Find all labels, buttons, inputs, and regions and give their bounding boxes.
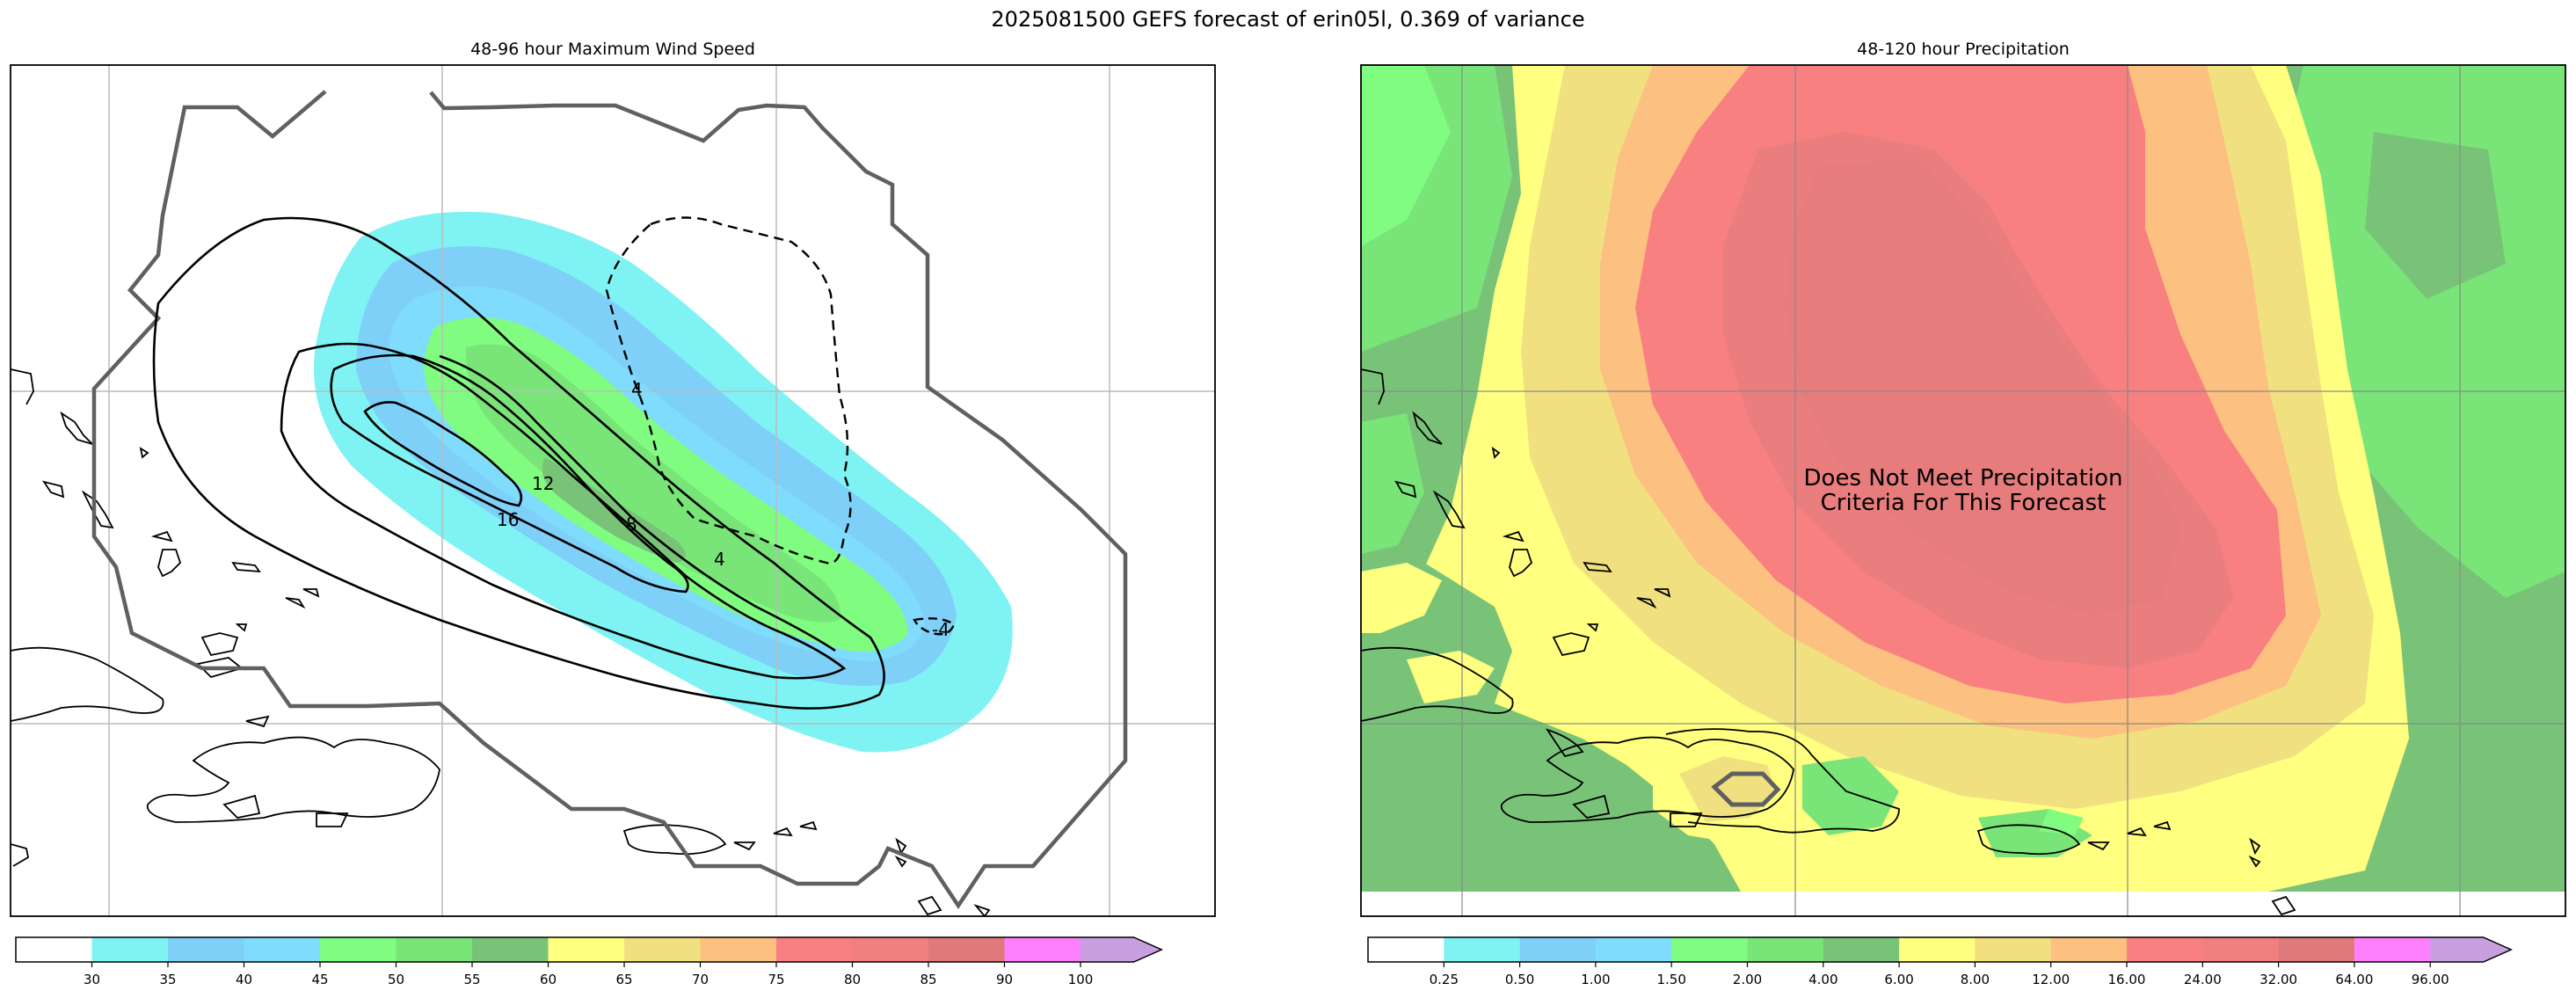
precip-panel-title: 48-120 hour Precipitation bbox=[1857, 40, 2070, 59]
wind-colorbar-tick-label: 45 bbox=[311, 972, 328, 987]
contour-label: 12 bbox=[532, 473, 554, 494]
precip-colorbar-swatch bbox=[2354, 937, 2431, 962]
precip-colorbar-swatch bbox=[2050, 937, 2128, 962]
precip-colorbar-tick-label: 96.00 bbox=[2412, 972, 2449, 987]
precip-colorbar-swatch bbox=[2202, 937, 2280, 962]
wind-fill-50-55 bbox=[465, 344, 840, 623]
precip-colorbar-tick-label: 6.00 bbox=[1884, 972, 1913, 987]
wind-colorbar-tick-label: 60 bbox=[540, 972, 557, 987]
precip-colorbar-tick-label: 4.00 bbox=[1808, 972, 1837, 987]
wind-colorbar-swatch bbox=[852, 937, 929, 962]
precip-colorbar-tick-label: 16.00 bbox=[2108, 972, 2146, 987]
precip-map-frame bbox=[1360, 64, 2566, 917]
precip-colorbar: 0.25 0.50 1.00 1.50 2.00 4.00 6.00 8.00 12.00 16.… bbox=[1367, 936, 2514, 987]
wind-colorbar-swatch bbox=[396, 937, 473, 962]
wind-colorbar-swatch bbox=[548, 937, 625, 962]
precip-colorbar-swatch bbox=[1975, 937, 2052, 962]
precip-colorbar-swatch bbox=[1368, 937, 1444, 962]
wind-colorbar-tick-label: 70 bbox=[692, 972, 709, 987]
precip-colorbar-tick-label: 8.00 bbox=[1961, 972, 1990, 987]
wind-colorbar-tick-label: 85 bbox=[920, 972, 936, 987]
wind-colorbar-tick-label: 65 bbox=[615, 972, 632, 987]
precip-colorbar-tick-label: 32.00 bbox=[2259, 972, 2297, 987]
wind-fill-55-60 bbox=[542, 457, 686, 563]
precip-colorbar-tick-label: 0.25 bbox=[1430, 972, 1459, 987]
precip-colorbar-swatch bbox=[1444, 937, 1521, 962]
precip-note-line2: Criteria For This Forecast bbox=[1821, 490, 2107, 516]
precip-fill-24-32 bbox=[1723, 132, 2233, 668]
precip-coastlines bbox=[1361, 368, 2296, 916]
wind-colorbar-tick-label: 30 bbox=[84, 972, 100, 987]
precip-hexagon bbox=[1711, 771, 1781, 807]
wind-colorbar-tick-label: 35 bbox=[159, 972, 176, 987]
wind-colorbar-swatch bbox=[91, 937, 169, 962]
wind-colorbar-swatch bbox=[16, 937, 92, 962]
precip-map-panel: Does Not Meet Precipitation Criteria For… bbox=[1361, 65, 2565, 916]
contour-label: 4 bbox=[714, 549, 725, 570]
precip-colorbar-outline bbox=[1367, 936, 2514, 963]
precip-colorbar-tick-label: 0.50 bbox=[1505, 972, 1534, 987]
wind-colorbar-swatch bbox=[320, 937, 397, 962]
wind-panel-title: 48-96 hour Maximum Wind Speed bbox=[470, 40, 755, 59]
wind-colorbar-swatch bbox=[1081, 937, 1162, 962]
precip-colorbar-tick-label: 1.00 bbox=[1581, 972, 1610, 987]
precip-grid bbox=[1361, 65, 2565, 916]
wind-dashed-contour bbox=[605, 216, 852, 565]
wind-colorbar-tick-label: 40 bbox=[236, 972, 252, 987]
contour-label: 16 bbox=[497, 509, 519, 530]
wind-grid bbox=[11, 65, 1215, 916]
contour-label: -4 bbox=[932, 619, 950, 640]
wind-colorbar-swatch bbox=[168, 937, 244, 962]
precip-colorbar-swatch bbox=[1823, 937, 1900, 962]
precip-colorbar-swatch bbox=[2278, 937, 2355, 962]
wind-contours bbox=[152, 216, 885, 710]
wind-colorbar: 30 35 40 45 50 55 60 65 70 75 80 85 90 100 bbox=[15, 936, 1164, 987]
wind-colorbar-swatch bbox=[244, 937, 321, 962]
wind-colorbar-swatch bbox=[776, 937, 853, 962]
contour-label: 4 bbox=[631, 379, 643, 400]
precip-colorbar-swatch bbox=[1747, 937, 1824, 962]
wind-colorbar-swatch bbox=[624, 937, 701, 962]
precip-colorbar-tick-label: 24.00 bbox=[2184, 972, 2222, 987]
wind-colorbar-swatch bbox=[472, 937, 549, 962]
wind-colorbar-tick-label: 100 bbox=[1068, 972, 1094, 987]
precip-colorbar-tick-label: 2.00 bbox=[1733, 972, 1762, 987]
wind-colorbar-outline bbox=[15, 936, 1164, 963]
figure-title: 2025081500 GEFS forecast of erin05l, 0.3… bbox=[991, 7, 1585, 32]
wind-colorbar-swatch bbox=[1004, 937, 1081, 962]
wind-map-panel: 16 12 8 4 4 -4 bbox=[11, 65, 1215, 916]
wind-colorbar-tick-label: 55 bbox=[463, 972, 480, 987]
wind-colorbar-tick-label: 90 bbox=[996, 972, 1013, 987]
precip-colorbar-swatch bbox=[1671, 937, 1748, 962]
precip-colorbar-swatch bbox=[2430, 937, 2512, 962]
wind-colorbar-swatch bbox=[928, 937, 1005, 962]
wind-colorbar-swatch bbox=[700, 937, 777, 962]
precip-colorbar-swatch bbox=[1519, 937, 1597, 962]
precip-colorbar-tick-label: 12.00 bbox=[2032, 972, 2070, 987]
wind-map-frame bbox=[10, 64, 1216, 917]
precip-colorbar-tick-label: 64.00 bbox=[2335, 972, 2373, 987]
wind-colorbar-tick-label: 80 bbox=[844, 972, 861, 987]
precip-colorbar-swatch bbox=[1899, 937, 1976, 962]
contour-label: 8 bbox=[626, 514, 637, 535]
wind-colorbar-tick-label: 75 bbox=[768, 972, 784, 987]
precip-note-line1: Does Not Meet Precipitation bbox=[1804, 465, 2123, 492]
wind-colorbar-tick-label: 50 bbox=[388, 972, 404, 987]
precip-colorbar-swatch bbox=[1595, 937, 1672, 962]
precip-colorbar-tick-label: 1.50 bbox=[1656, 972, 1685, 987]
precip-colorbar-swatch bbox=[2127, 937, 2203, 962]
wind-cone-outline bbox=[91, 90, 1128, 910]
